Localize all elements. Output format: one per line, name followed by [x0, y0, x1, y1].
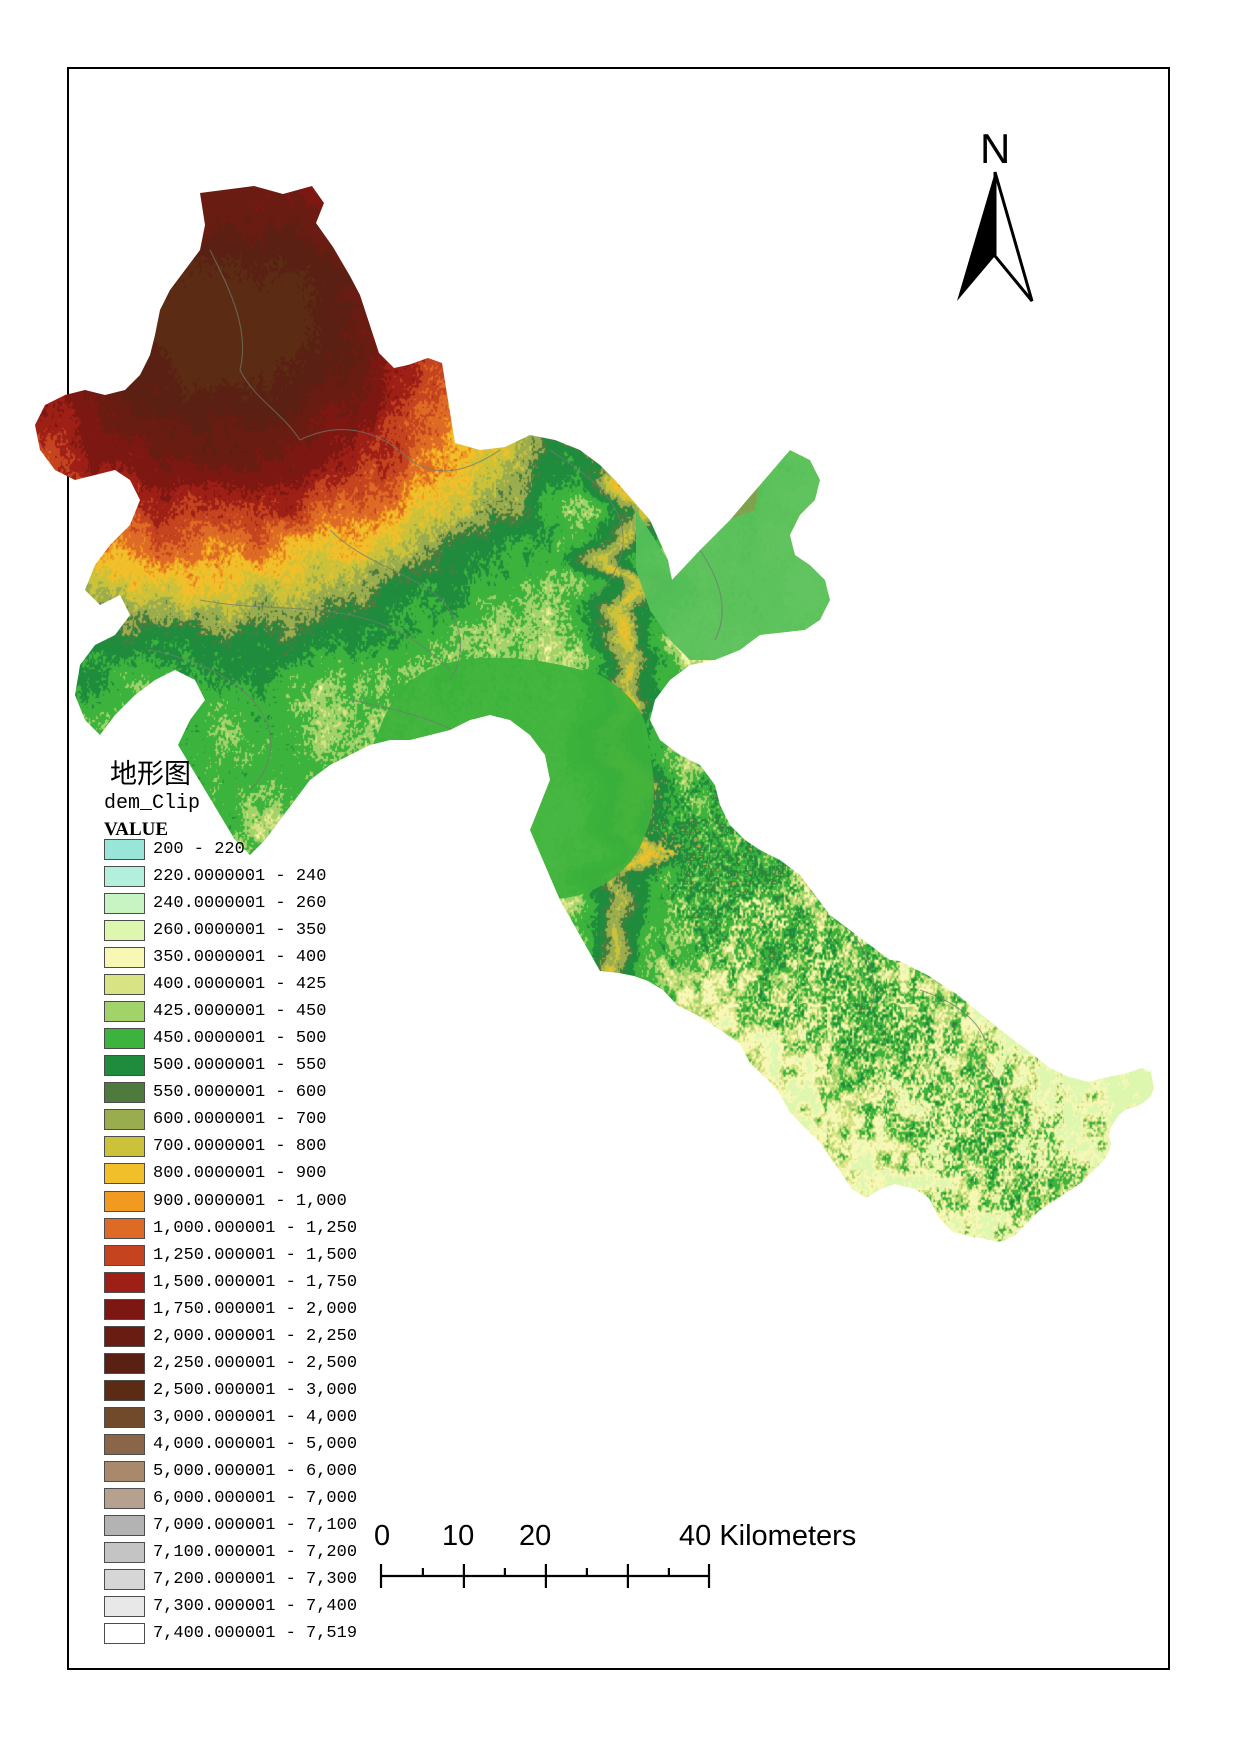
svg-text:20: 20 [519, 1520, 551, 1552]
svg-text:N: N [980, 125, 1010, 172]
svg-text:40 Kilometers: 40 Kilometers [679, 1520, 856, 1552]
